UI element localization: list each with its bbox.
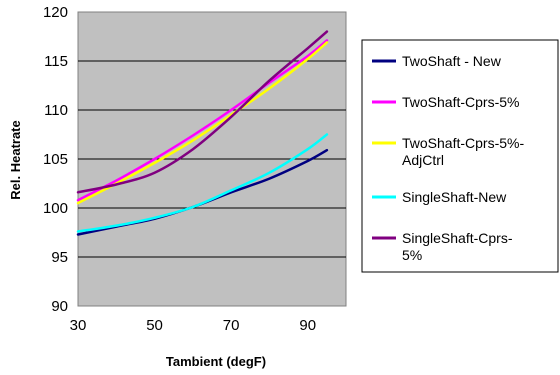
series-line-2 xyxy=(76,39,329,202)
y-tick-label: 95 xyxy=(51,249,68,266)
y-tick-label: 115 xyxy=(44,53,68,70)
legend-label-1: TwoShaft - New xyxy=(402,53,502,69)
legend-label-3: TwoShaft-Cprs-5%-AdjCtrl xyxy=(402,135,524,168)
y-axis-tick-labels: 90 95 100 105 110 115 120 xyxy=(43,4,68,315)
legend-label-5: SingleShaft-Cprs-5% xyxy=(402,230,513,263)
x-tick-label: 90 xyxy=(299,317,316,334)
series-line-4 xyxy=(76,133,329,233)
legend-box xyxy=(361,39,559,273)
legend-label-4: SingleShaft-New xyxy=(402,189,507,205)
y-tick-label: 120 xyxy=(43,4,68,21)
series-line-3 xyxy=(76,41,329,205)
legend: TwoShaft - New TwoShaft-Cprs-5% TwoShaft-C… xyxy=(361,39,559,273)
y-tick-label: 100 xyxy=(43,200,68,217)
plot-area xyxy=(76,11,347,307)
legend-label-2: TwoShaft-Cprs-5% xyxy=(402,94,519,110)
x-axis-label: Tambient (degF) xyxy=(166,354,266,369)
x-tick-label: 70 xyxy=(223,317,240,334)
y-axis-label: Rel. Heatrate xyxy=(8,120,23,199)
y-tick-label: 110 xyxy=(44,102,68,119)
x-tick-label: 30 xyxy=(70,317,87,334)
x-tick-label: 50 xyxy=(146,317,163,334)
y-tick-label: 105 xyxy=(43,151,68,168)
series-line-5 xyxy=(76,30,329,194)
x-axis-tick-labels: 30 50 70 90 xyxy=(70,317,316,334)
y-tick-label: 90 xyxy=(51,298,68,315)
